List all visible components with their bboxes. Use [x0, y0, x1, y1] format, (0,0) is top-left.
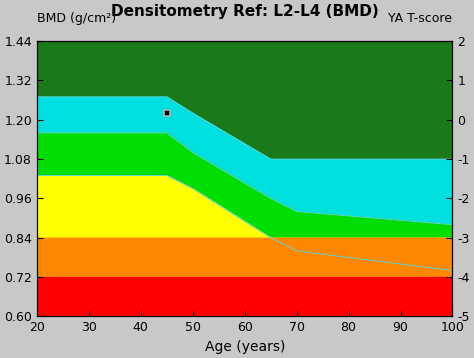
X-axis label: Age (years): Age (years)	[204, 340, 285, 354]
Title: Densitometry Ref: L2-L4 (BMD): Densitometry Ref: L2-L4 (BMD)	[111, 4, 379, 19]
Text: BMD (g/cm²): BMD (g/cm²)	[37, 12, 116, 25]
Text: YA T-score: YA T-score	[389, 12, 453, 25]
